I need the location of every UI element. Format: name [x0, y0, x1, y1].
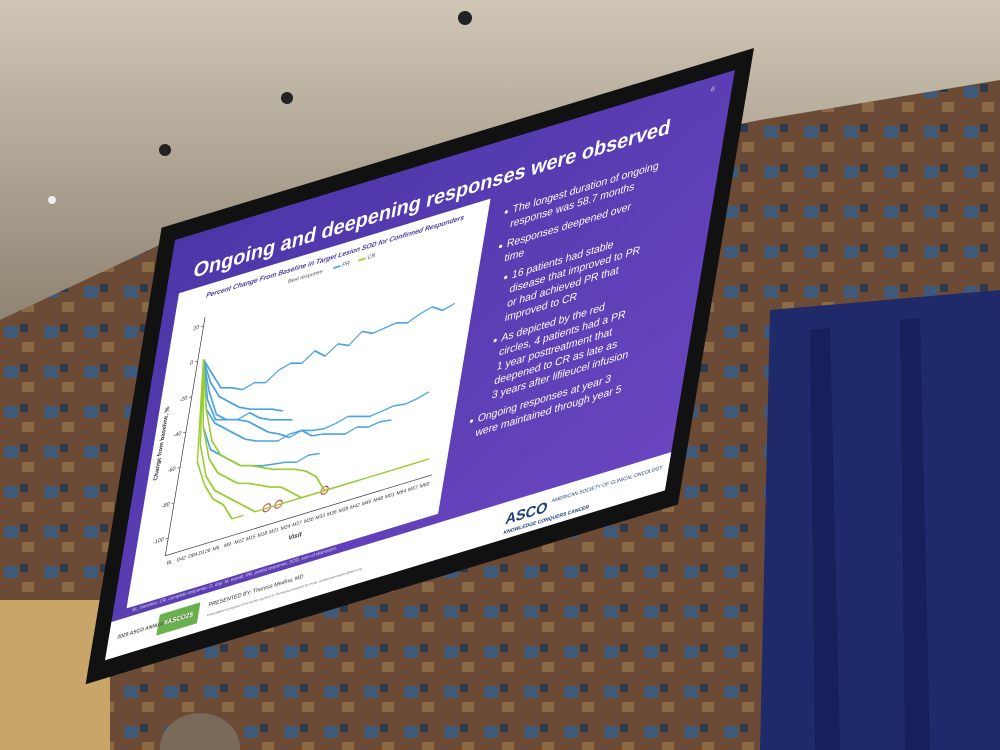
hashtag-badge: [156, 602, 201, 636]
curtain: [760, 290, 1000, 750]
x-tick-label: M21: [269, 527, 280, 536]
x-tick-label: M33: [315, 513, 326, 522]
y-tick: [189, 396, 192, 398]
y-tick: [171, 502, 175, 504]
ceiling-light: [458, 11, 472, 25]
x-tick-label: M48: [373, 495, 384, 504]
y-tick-label: 20: [192, 325, 199, 333]
x-tick-label: D84: [188, 552, 198, 561]
legend-label: CR: [367, 253, 376, 261]
legend-swatch: [333, 265, 341, 270]
y-axis: [164, 316, 206, 556]
x-tick-label: M36: [326, 509, 337, 518]
x-axis-label: Visit: [288, 531, 303, 542]
x-tick-label: D42: [176, 555, 186, 564]
x-tick-label: M6: [212, 545, 220, 553]
curtain-fold: [810, 328, 840, 750]
bullet-dot: [504, 275, 508, 280]
y-tick: [200, 325, 204, 327]
x-tick-label: M60: [419, 481, 430, 490]
bullet-dot: [504, 210, 508, 214]
ceiling-light: [159, 144, 171, 156]
response-line: [202, 359, 430, 442]
response-line: [202, 359, 337, 499]
ceiling-light: [281, 92, 293, 104]
y-tick-label: 0: [190, 360, 194, 367]
x-tick-label: M12: [234, 537, 245, 546]
x-tick-label: M9: [224, 541, 232, 549]
x-tick-label: M45: [361, 499, 372, 508]
curtain-fold: [900, 318, 930, 750]
ceiling-light: [48, 196, 56, 204]
y-tick-label: -60: [167, 466, 176, 474]
legend-swatch: [358, 257, 366, 262]
bullet-dot: [498, 244, 503, 249]
projector-screen: 6 Ongoing and deepening responses were o…: [85, 47, 754, 685]
footer-band: [105, 452, 672, 661]
x-axis: [165, 474, 432, 557]
x-tick-label: M15: [245, 534, 256, 543]
chart-panel: [126, 198, 491, 609]
y-tick-label: -20: [179, 395, 188, 403]
x-tick-label: M24: [280, 523, 291, 532]
x-tick-label: M54: [396, 488, 407, 497]
x-tick-label: M27: [292, 520, 303, 529]
x-tick-label: D126: [198, 548, 211, 558]
response-line: [202, 302, 455, 391]
response-line: [202, 358, 284, 412]
response-line: [196, 359, 244, 520]
bullet-dot: [469, 419, 474, 423]
x-tick-label: BL: [166, 559, 173, 567]
legend-label: PR: [342, 261, 351, 269]
x-tick-label: M30: [303, 516, 314, 525]
x-tick-label: M18: [257, 530, 268, 539]
response-line: [202, 359, 360, 492]
y-tick-label: -40: [173, 431, 182, 439]
x-tick-label: M51: [384, 492, 395, 501]
x-tick-label: M42: [350, 502, 361, 511]
y-tick-label: -80: [161, 502, 170, 510]
bullet-dot: [493, 338, 497, 343]
x-tick-label: M57: [407, 485, 418, 494]
audience-head: [160, 713, 240, 750]
y-tick: [194, 360, 198, 363]
response-line: [202, 359, 293, 421]
y-tick-label: -100: [152, 537, 164, 546]
y-tick: [183, 431, 186, 434]
y-tick: [177, 467, 181, 469]
slide-number: 6: [710, 86, 715, 94]
x-tick-label: M39: [338, 506, 349, 515]
y-tick: [165, 537, 169, 540]
